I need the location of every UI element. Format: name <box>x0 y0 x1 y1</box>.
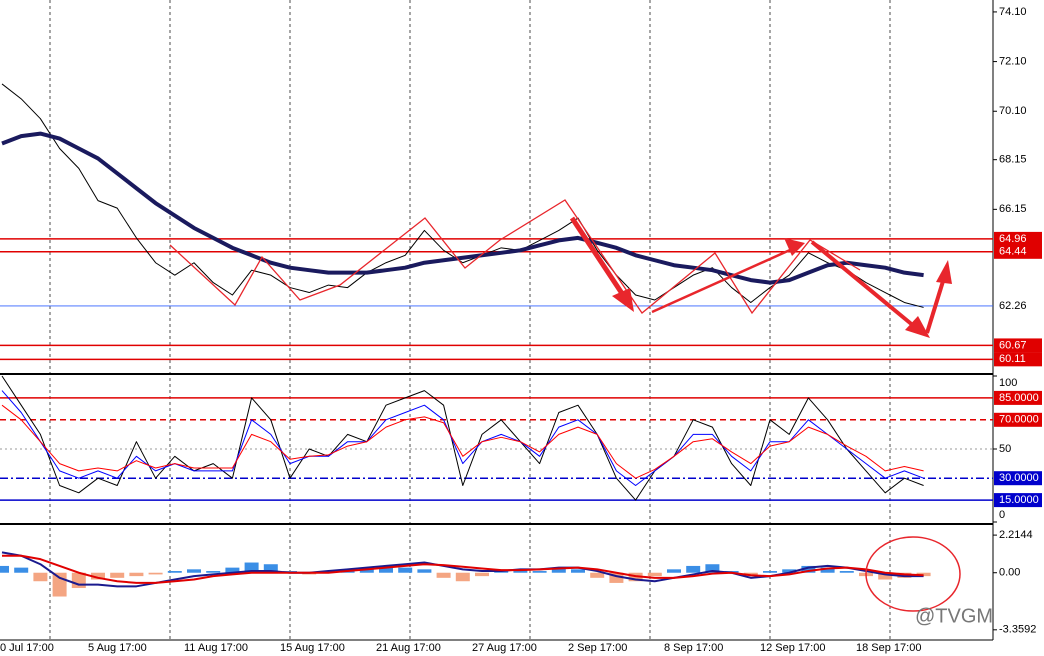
level-label-box <box>994 338 1042 353</box>
series-line <box>1 83 924 308</box>
y-tick-label: 66.15 <box>999 203 1027 215</box>
level-label: 64.96 <box>999 233 1027 245</box>
x-tick-label: 27 Aug 17:00 <box>472 642 537 654</box>
y-tick-label: 70.10 <box>999 105 1027 117</box>
histogram-bar <box>91 572 105 580</box>
level-label-box <box>994 471 1042 486</box>
histogram-bar <box>551 567 566 573</box>
y-tick-label: 2.2144 <box>999 529 1033 541</box>
series-line <box>1 375 924 501</box>
histogram-bar <box>609 572 624 583</box>
level-label: 70.0000 <box>999 414 1039 426</box>
histogram-bar <box>417 569 432 573</box>
histogram-bar <box>379 565 393 573</box>
x-tick-label: 11 Aug 17:00 <box>184 642 248 654</box>
histogram-bar <box>436 572 451 578</box>
histogram-bar <box>225 567 240 573</box>
level-label: 15.0000 <box>999 494 1039 506</box>
histogram-bar <box>667 569 681 573</box>
arrow-head <box>784 238 805 256</box>
histogram-bar <box>839 571 854 573</box>
level-label: 62.26 <box>999 300 1027 312</box>
histogram-bar <box>33 572 48 582</box>
y-tick-label: 0.00 <box>999 567 1020 579</box>
histogram-bar <box>763 571 777 573</box>
histogram-bar <box>148 572 163 575</box>
histogram-bar <box>801 565 816 573</box>
y-tick-label: 100 <box>999 377 1017 389</box>
histogram-bar <box>878 572 893 580</box>
arrow <box>651 248 791 314</box>
histogram-bar <box>187 569 201 573</box>
level-label: 85.0000 <box>999 392 1039 404</box>
level-label-box <box>994 231 1042 246</box>
histogram-bar <box>206 571 221 573</box>
histogram-bar <box>686 565 701 573</box>
series-line <box>1 390 924 486</box>
x-tick-label: 18 Sep 17:00 <box>856 642 921 654</box>
level-label-box <box>994 412 1042 427</box>
histogram-bar <box>110 572 125 578</box>
histogram-bar <box>705 564 720 573</box>
histogram-bar <box>532 571 547 573</box>
histogram-bar <box>590 572 605 578</box>
histogram-bar <box>647 572 662 577</box>
x-tick-label: 12 Sep 17:00 <box>760 642 825 654</box>
x-tick-label: 15 Aug 17:00 <box>280 642 345 654</box>
highlight-circle <box>865 536 961 612</box>
y-tick-label: 74.10 <box>999 6 1027 18</box>
time-grid <box>49 0 891 640</box>
x-tick-label: 0 Jul 17:00 <box>0 642 54 654</box>
arrow-head <box>905 316 930 338</box>
y-tick-label: -3.3592 <box>999 624 1036 636</box>
level-label-box <box>994 352 1042 367</box>
histogram-bar <box>263 564 278 573</box>
histogram-bar <box>571 569 585 573</box>
level-label: 30.0000 <box>999 472 1039 484</box>
level-label-box <box>994 244 1042 259</box>
histogram-bar <box>398 567 413 573</box>
y-tick-label: 50 <box>999 443 1011 455</box>
level-label: 60.11 <box>999 353 1026 365</box>
y-tick-label: 68.15 <box>999 154 1027 166</box>
y-tick-label: 0 <box>999 509 1005 521</box>
arrow-head <box>612 288 634 312</box>
histogram-bar <box>167 571 182 573</box>
histogram-bar <box>0 565 9 573</box>
histogram-bar <box>244 562 259 573</box>
level-label: 64.44 <box>999 246 1027 258</box>
arrow <box>925 277 946 334</box>
histogram-bar <box>129 572 144 577</box>
series-line <box>2 554 924 584</box>
watermark: @TVGM <box>915 605 993 627</box>
annotations <box>169 199 961 612</box>
histogram-bar <box>455 572 470 582</box>
series-line <box>1 131 924 285</box>
level-label-box <box>994 493 1042 508</box>
x-tick-label: 2 Sep 17:00 <box>568 642 627 654</box>
histogram-bar <box>820 567 835 573</box>
histogram-bar <box>475 572 489 577</box>
x-tick-label: 21 Aug 17:00 <box>376 642 441 654</box>
histogram-bar <box>782 569 797 573</box>
x-tick-label: 8 Sep 17:00 <box>664 642 723 654</box>
level-label: 60.67 <box>999 339 1027 351</box>
x-tick-label: 5 Aug 17:00 <box>88 642 147 654</box>
arrow <box>810 240 917 329</box>
y-tick-label: 72.10 <box>999 55 1027 67</box>
series-line <box>1 404 924 479</box>
histogram-bar <box>14 567 29 573</box>
histogram-bar <box>52 572 67 597</box>
arrow-head <box>936 260 952 284</box>
arrow <box>569 216 628 300</box>
level-label-box <box>994 390 1042 405</box>
zigzag <box>169 199 861 315</box>
